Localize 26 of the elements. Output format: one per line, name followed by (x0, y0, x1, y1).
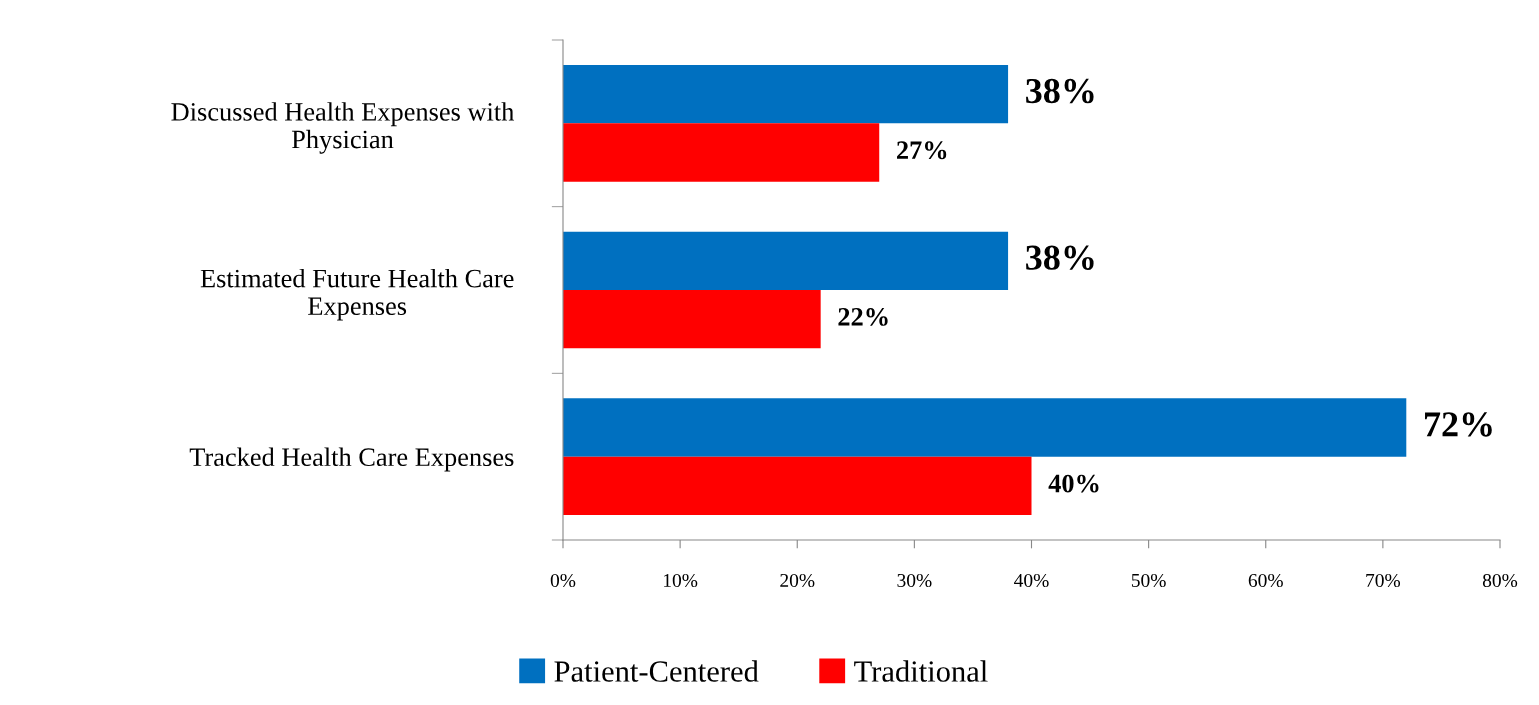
bar (563, 123, 880, 182)
data-label: 38% (1026, 245, 1094, 270)
x-tick-label: 20% (780, 573, 815, 588)
data-label: 27% (897, 141, 947, 160)
x-tick-label: 30% (897, 573, 932, 588)
bar (563, 231, 1009, 290)
bar (563, 290, 821, 349)
data-label: 38% (1026, 78, 1094, 104)
data-label: 22% (838, 307, 888, 326)
legend-label: Patient-Centered (554, 660, 759, 682)
x-tick-label: 0% (550, 573, 576, 588)
y-tick-label: Tracked Health Care Expenses (189, 447, 514, 472)
legend-label: Traditional (854, 660, 988, 682)
bar (563, 65, 1009, 124)
x-tick-label: 70% (1366, 573, 1401, 588)
bar (563, 398, 1407, 457)
x-tick-label: 50% (1131, 573, 1166, 588)
data-label: 72% (1425, 412, 1492, 437)
x-tick-label: 80% (1482, 573, 1518, 588)
x-tick-label: 60% (1248, 573, 1283, 588)
data-label: 40% (1048, 474, 1099, 493)
x-tick-label: 40% (1014, 573, 1049, 588)
bar (563, 456, 1032, 515)
y-tick-label: Discussed Health Expenses with Physician (171, 102, 515, 154)
x-tick-label: 10% (664, 573, 698, 588)
y-tick-label: Estimated Future Health Care Expenses (200, 268, 514, 321)
